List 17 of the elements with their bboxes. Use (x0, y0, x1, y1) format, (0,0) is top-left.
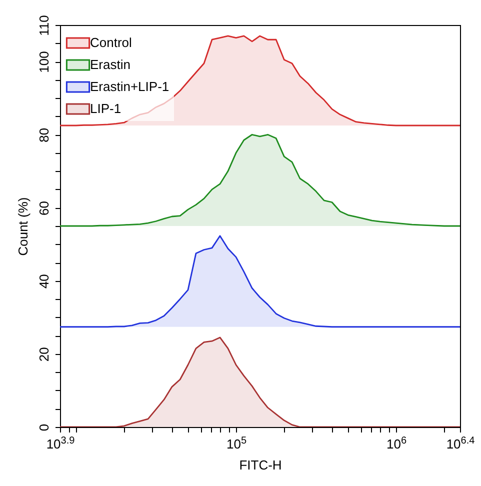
y-tick-label: 80 (36, 128, 52, 142)
legend-label: Erastin (90, 57, 130, 72)
y-tick-label: 110 (36, 15, 52, 36)
x-tick-label: 10$^{6.4}$ (446, 435, 476, 452)
y-tick-label: 40 (36, 274, 52, 289)
y-tick-label: 60 (36, 200, 52, 216)
y-tick-label: 100 (36, 51, 52, 73)
y-tick-label: 0 (36, 424, 52, 432)
x-tick-label: 10$^{5}$ (226, 435, 247, 452)
legend-label: LIP-1 (90, 101, 122, 116)
x-tick-label: 10$^{6}$ (386, 435, 407, 452)
x-tick-label: 10$^{3.9}$ (46, 435, 76, 452)
legend-label: Control (90, 35, 132, 50)
y-axis-title: Count (%) (16, 197, 30, 256)
x-axis-title: FITC-H (239, 458, 282, 472)
legend-label: Erastin+LIP-1 (90, 79, 170, 94)
y-tick-label: 20 (36, 347, 52, 362)
